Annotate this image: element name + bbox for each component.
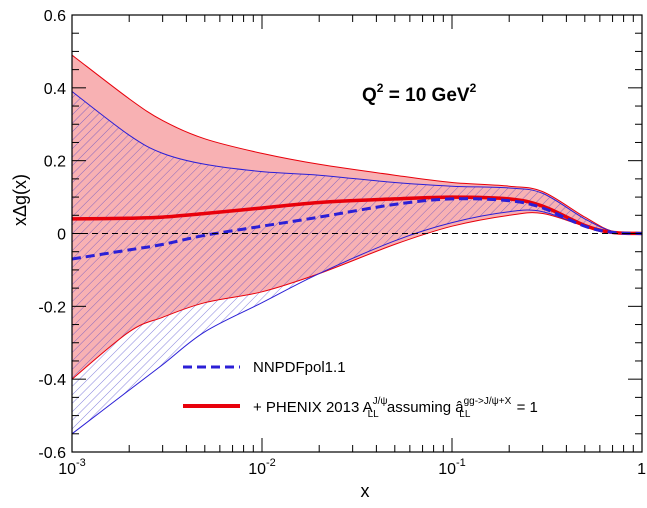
error-bands xyxy=(72,55,642,434)
y-tick-label: 0.6 xyxy=(44,8,66,25)
nnpdf-band-upper-edge xyxy=(72,91,642,234)
legend-label-phenix: + PHENIX 2013 AJ/ψ LL assuming âgg->J/ψ+X… xyxy=(253,396,538,420)
y-tick-label: 0.4 xyxy=(44,81,66,98)
y-tick-label: 0 xyxy=(57,227,66,244)
x-tick-label: 1 xyxy=(637,461,646,478)
x-axis-title: x xyxy=(361,481,370,501)
y-tick-label: -0.6 xyxy=(38,445,66,462)
nnpdf-central-line xyxy=(72,197,642,261)
x-tick-label: 10-3 xyxy=(58,457,86,478)
y-tick-label: -0.4 xyxy=(38,372,66,389)
y-tick-label: -0.2 xyxy=(38,299,66,316)
series-lines xyxy=(72,54,642,435)
x-tick-label: 10-2 xyxy=(248,457,276,478)
x-tick-labels: 10-3 10-2 10-1 1 xyxy=(58,457,646,478)
y-tick-labels: -0.6 -0.4 -0.2 0 0.2 0.4 0.6 xyxy=(38,8,66,462)
y-axis-title: xΔg(x) xyxy=(10,174,30,226)
phenix-band-upper-edge xyxy=(72,54,642,234)
y-tick-label: 0.2 xyxy=(44,154,66,171)
scale-annotation: Q2 = 10 GeV2 xyxy=(362,81,477,106)
legend: NNPDFpol1.1 + PHENIX 2013 AJ/ψ LL assumin… xyxy=(183,359,538,420)
x-tick-label: 10-1 xyxy=(438,457,466,478)
legend-label-nnpdf: NNPDFpol1.1 xyxy=(253,359,346,376)
nnpdf-uncertainty-band xyxy=(72,91,642,434)
axis-ticks xyxy=(71,14,642,453)
